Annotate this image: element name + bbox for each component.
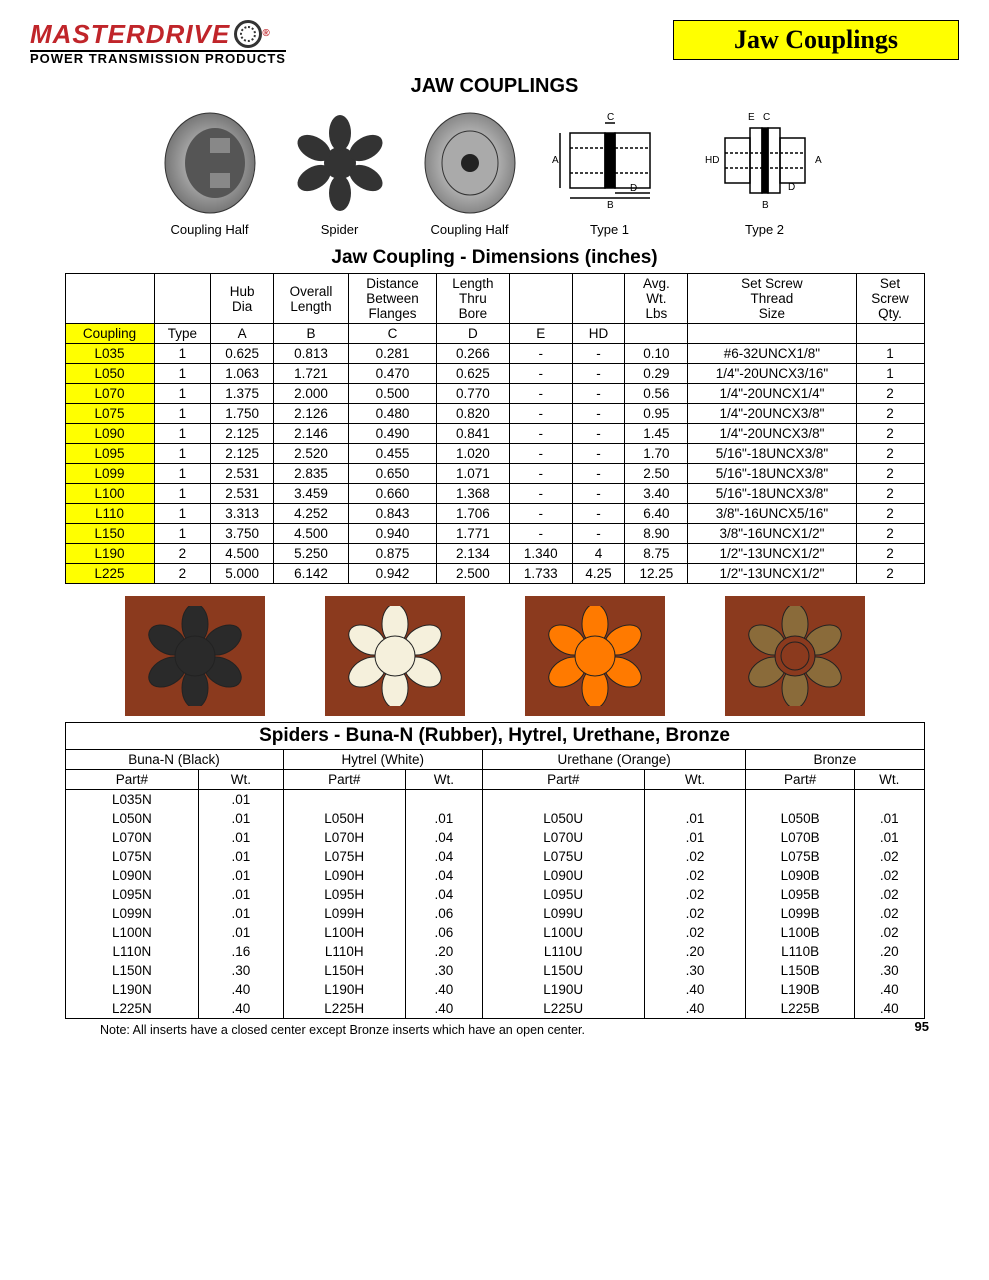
col-wt: Wt. — [405, 770, 482, 790]
coupling-code: L035 — [65, 344, 154, 364]
svg-text:A: A — [815, 155, 822, 166]
table-row: L19024.5005.2500.8752.1341.34048.751/2"-… — [65, 544, 924, 564]
section-badge: Jaw Couplings — [673, 20, 959, 60]
spider-image — [525, 596, 665, 716]
figure-coupling-half-right: Coupling Half — [420, 108, 520, 237]
coupling-code: L090 — [65, 424, 154, 444]
coupling-code: L070 — [65, 384, 154, 404]
table-row: L099N.01L099H.06L099U.02L099B.02 — [65, 904, 924, 923]
table-row: L070N.01L070H.04L070U.01L070B.01 — [65, 828, 924, 847]
table-row: L050N.01L050H.01L050U.01L050B.01 — [65, 809, 924, 828]
dimensions-title: Jaw Coupling - Dimensions (inches) — [30, 247, 959, 269]
table-row: L090N.01L090H.04L090U.02L090B.02 — [65, 866, 924, 885]
figure-label: Coupling Half — [170, 222, 248, 237]
page-title: JAW COUPLINGS — [30, 75, 959, 98]
col-part: Part# — [482, 770, 644, 790]
material-header: Buna-N (Black) — [65, 750, 283, 770]
coupling-code: L050 — [65, 364, 154, 384]
table-row: L15013.7504.5000.9401.771--8.903/8"-16UN… — [65, 524, 924, 544]
gear-icon — [234, 20, 262, 48]
svg-text:C: C — [607, 112, 614, 123]
col-wt: Wt. — [199, 770, 283, 790]
table-row: L190N.40L190H.40L190U.40L190B.40 — [65, 980, 924, 999]
coupling-code: L110 — [65, 504, 154, 524]
brand-tagline: POWER TRANSMISSION PRODUCTS — [30, 50, 286, 65]
table-row: L110N.16L110H.20L110U.20L110B.20 — [65, 942, 924, 961]
col-part: Part# — [283, 770, 405, 790]
figure-type1: A B C D Type 1 — [550, 108, 670, 237]
table-row: L035N.01 — [65, 790, 924, 810]
coupling-code: L150 — [65, 524, 154, 544]
figure-type2: HD A E C B D Type 2 — [700, 108, 830, 237]
table-row: L09512.1252.5200.4551.020--1.705/16"-18U… — [65, 444, 924, 464]
svg-text:C: C — [763, 112, 770, 123]
material-header: Bronze — [746, 750, 924, 770]
table-row: L09012.1252.1460.4900.841--1.451/4"-20UN… — [65, 424, 924, 444]
col-part: Part# — [65, 770, 199, 790]
table-row: L100N.01L100H.06L100U.02L100B.02 — [65, 923, 924, 942]
svg-text:B: B — [607, 200, 614, 211]
col-coupling: Coupling — [65, 324, 154, 344]
svg-text:E: E — [748, 112, 755, 123]
coupling-code: L095 — [65, 444, 154, 464]
coupling-code: L100 — [65, 484, 154, 504]
spider-image — [125, 596, 265, 716]
spiders-title: Spiders - Buna-N (Rubber), Hytrel, Ureth… — [65, 723, 924, 750]
brand-logo: MASTERDRIVE ® POWER TRANSMISSION PRODUCT… — [30, 20, 286, 65]
page-number: 95 — [915, 1019, 929, 1034]
table-row: L07511.7502.1260.4800.820--0.951/4"-20UN… — [65, 404, 924, 424]
page-header: MASTERDRIVE ® POWER TRANSMISSION PRODUCT… — [30, 20, 959, 65]
figures-row: Coupling Half Spider Coupling Half — [30, 108, 959, 237]
col-part: Part# — [746, 770, 855, 790]
material-header: Urethane (Orange) — [482, 750, 746, 770]
svg-text:HD: HD — [705, 155, 719, 166]
coupling-code: L225 — [65, 564, 154, 584]
table-row: L150N.30L150H.30L150U.30L150B.30 — [65, 961, 924, 980]
figure-spider: Spider — [290, 108, 390, 237]
figure-label: Spider — [321, 222, 359, 237]
svg-text:B: B — [762, 200, 769, 211]
col-wt: Wt. — [644, 770, 746, 790]
spider-image — [725, 596, 865, 716]
brand-name: MASTERDRIVE — [30, 21, 230, 47]
col-wt: Wt. — [854, 770, 924, 790]
spider-images-row — [30, 596, 959, 716]
table-row: L095N.01L095H.04L095U.02L095B.02 — [65, 885, 924, 904]
svg-text:A: A — [552, 155, 559, 166]
table-row: L11013.3134.2520.8431.706--6.403/8"-16UN… — [65, 504, 924, 524]
table-row: L075N.01L075H.04L075U.02L075B.02 — [65, 847, 924, 866]
footnote: Note: All inserts have a closed center e… — [100, 1023, 585, 1037]
spiders-table: Spiders - Buna-N (Rubber), Hytrel, Ureth… — [65, 722, 925, 1019]
figure-label: Type 1 — [590, 222, 629, 237]
figure-label: Coupling Half — [430, 222, 508, 237]
table-row: L07011.3752.0000.5000.770--0.561/4"-20UN… — [65, 384, 924, 404]
coupling-code: L075 — [65, 404, 154, 424]
table-row: L22525.0006.1420.9422.5001.7334.2512.251… — [65, 564, 924, 584]
coupling-code: L099 — [65, 464, 154, 484]
registered-icon: ® — [262, 29, 270, 39]
svg-text:D: D — [788, 182, 795, 193]
svg-text:D: D — [630, 183, 637, 194]
table-row: L03510.6250.8130.2810.266--0.10#6-32UNCX… — [65, 344, 924, 364]
figure-coupling-half-left: Coupling Half — [160, 108, 260, 237]
table-row: L05011.0631.7210.4700.625--0.291/4"-20UN… — [65, 364, 924, 384]
material-header: Hytrel (White) — [283, 750, 482, 770]
table-row: L10012.5313.4590.6601.368--3.405/16"-18U… — [65, 484, 924, 504]
figure-label: Type 2 — [745, 222, 784, 237]
coupling-code: L190 — [65, 544, 154, 564]
table-row: L225N.40L225H.40L225U.40L225B.40 — [65, 999, 924, 1019]
dimensions-table: HubDia OverallLength DistanceBetweenFlan… — [65, 273, 925, 584]
spider-image — [325, 596, 465, 716]
table-row: L09912.5312.8350.6501.071--2.505/16"-18U… — [65, 464, 924, 484]
dimensions-header: HubDia OverallLength DistanceBetweenFlan… — [65, 274, 924, 344]
